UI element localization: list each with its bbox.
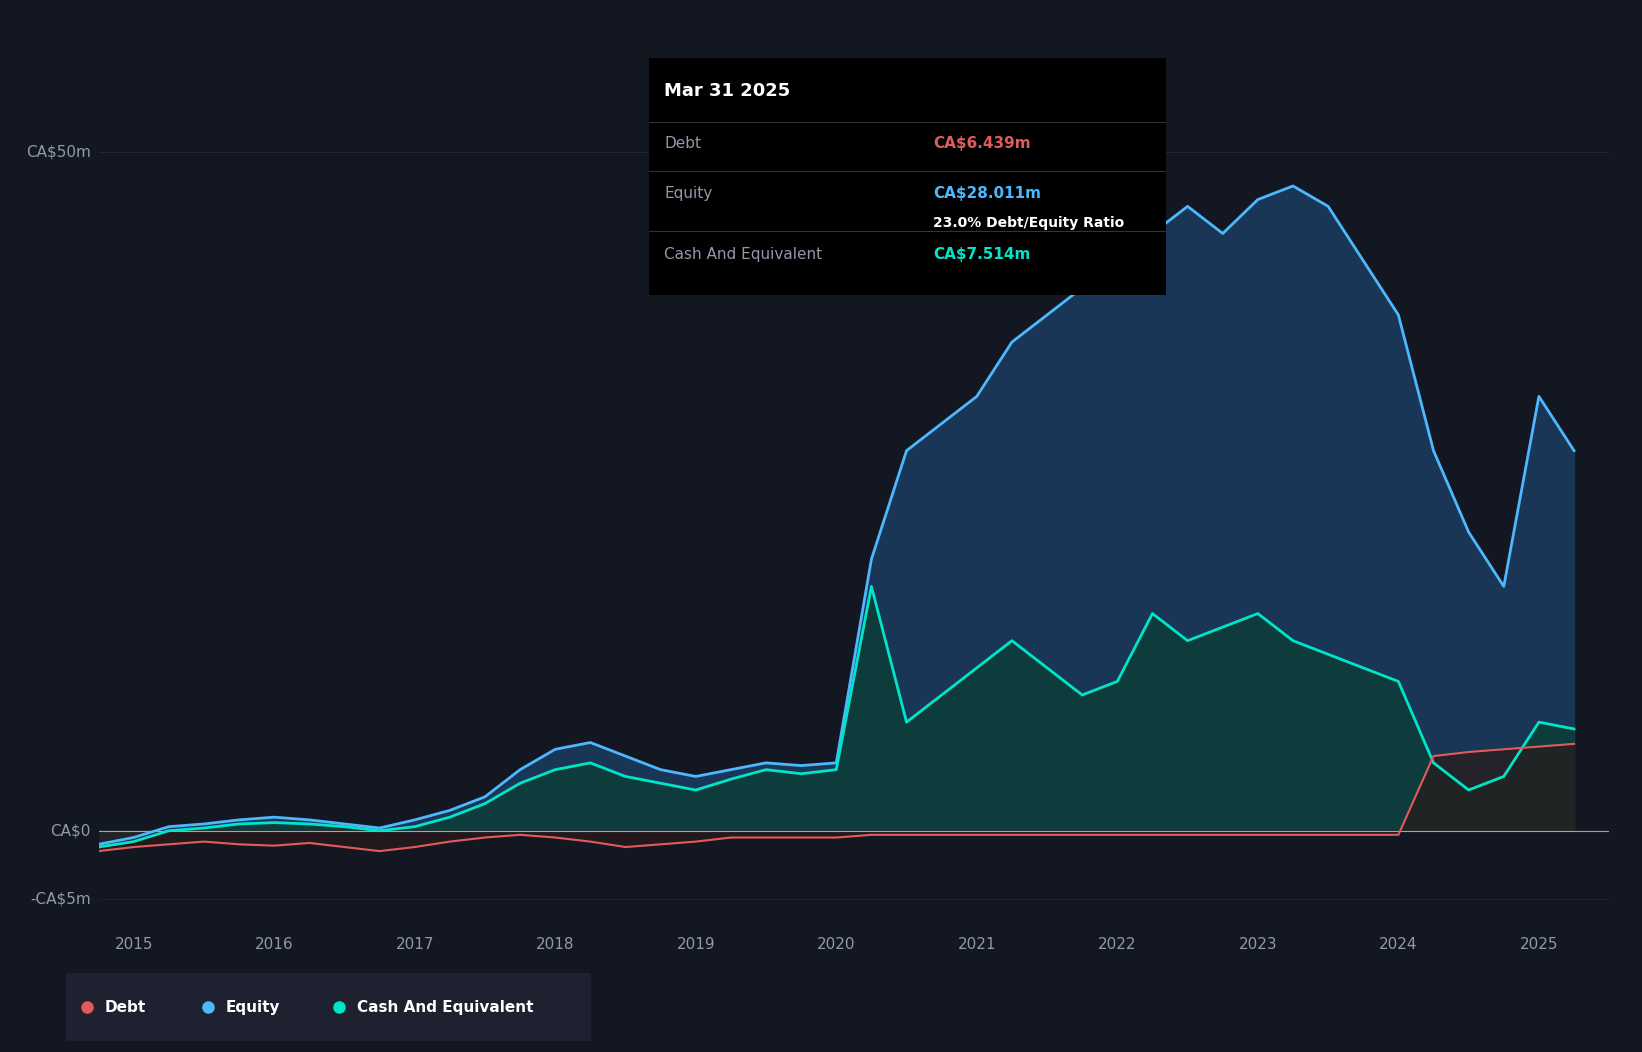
Text: Mar 31 2025: Mar 31 2025 xyxy=(663,82,790,100)
Text: CA$28.011m: CA$28.011m xyxy=(933,185,1041,201)
Text: CA$50m: CA$50m xyxy=(26,144,90,160)
Text: -CA$5m: -CA$5m xyxy=(30,891,90,906)
Text: Debt: Debt xyxy=(105,999,146,1015)
Text: Cash And Equivalent: Cash And Equivalent xyxy=(663,247,823,262)
Text: CA$7.514m: CA$7.514m xyxy=(933,247,1031,262)
Text: 23.0% Debt/Equity Ratio: 23.0% Debt/Equity Ratio xyxy=(933,217,1125,230)
Text: CA$6.439m: CA$6.439m xyxy=(933,136,1031,151)
Text: Debt: Debt xyxy=(663,136,701,151)
Text: CA$0: CA$0 xyxy=(51,824,90,838)
Text: Cash And Equivalent: Cash And Equivalent xyxy=(358,999,534,1015)
Text: Equity: Equity xyxy=(663,185,713,201)
Text: Equity: Equity xyxy=(227,999,281,1015)
